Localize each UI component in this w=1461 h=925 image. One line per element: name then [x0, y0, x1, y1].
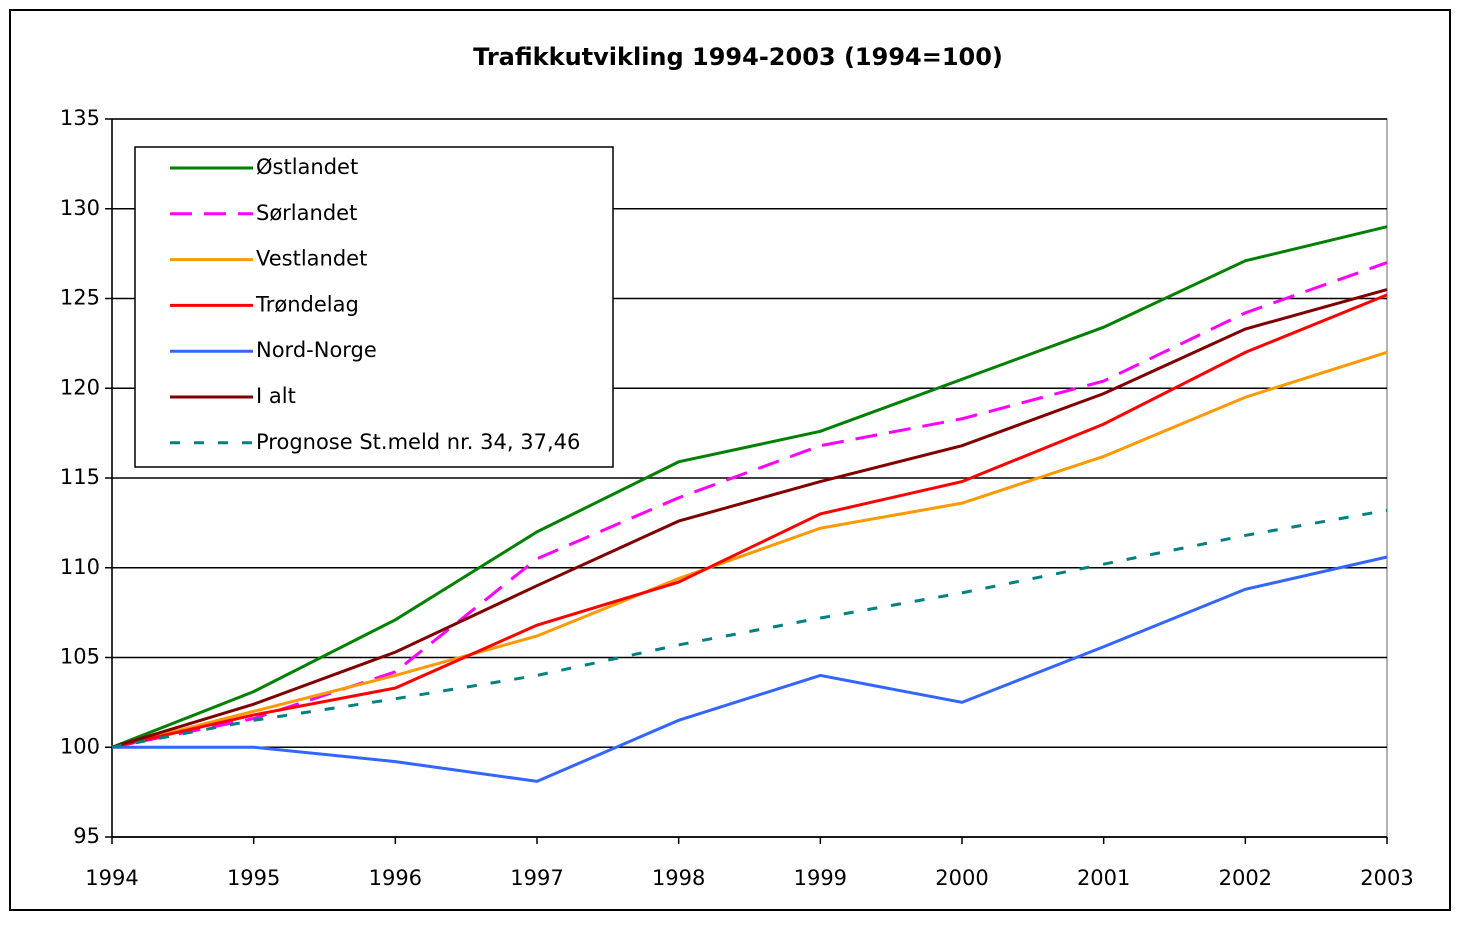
legend-label: Trøndelag: [255, 292, 359, 316]
legend-label: Prognose St.meld nr. 34, 37,46: [256, 430, 580, 454]
y-tick-label: 100: [60, 734, 100, 758]
y-tick-label: 120: [60, 375, 100, 399]
y-tick-label: 110: [60, 555, 100, 579]
x-tick-label: 2000: [935, 866, 988, 890]
series-line: [111, 350, 1388, 749]
chart-title: Trafikkutvikling 1994-2003 (1994=100): [473, 43, 1003, 71]
series-line: [111, 508, 1388, 749]
y-tick-label: 95: [73, 824, 100, 848]
x-tick-label: 1997: [510, 866, 563, 890]
x-tick-label: 1994: [85, 866, 138, 890]
y-tick-label: 130: [60, 196, 100, 220]
series-line: [111, 293, 1388, 749]
y-tick-label: 135: [60, 106, 100, 130]
legend-label: Østlandet: [256, 155, 358, 179]
legend-label: Sørlandet: [256, 201, 357, 225]
y-tick-label: 105: [60, 645, 100, 669]
legend-box: [134, 146, 614, 468]
x-tick-label: 2001: [1077, 866, 1130, 890]
x-tick-label: 2002: [1219, 866, 1272, 890]
y-tick-label: 125: [60, 286, 100, 310]
legend-label: I alt: [256, 384, 296, 408]
y-tick-label: 115: [60, 465, 100, 489]
x-tick-label: 1995: [227, 866, 280, 890]
legend-label: Vestlandet: [256, 247, 367, 271]
x-tick-label: 1999: [794, 866, 847, 890]
x-tick-label: 2003: [1360, 866, 1413, 890]
series-line: [111, 288, 1388, 749]
series-line: [111, 261, 1388, 749]
x-tick-label: 1998: [652, 866, 705, 890]
legend-label: Nord-Norge: [256, 338, 377, 362]
series-line: [112, 555, 1388, 783]
x-tick-label: 1996: [369, 866, 422, 890]
series-line: [111, 225, 1388, 749]
